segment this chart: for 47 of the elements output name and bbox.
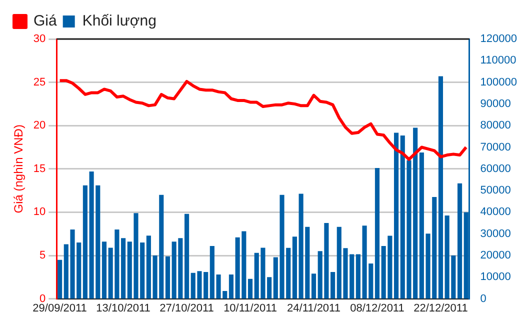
- bar: [292, 236, 297, 299]
- bar: [58, 260, 62, 299]
- y2-tick-label: 50000: [480, 184, 511, 197]
- x-tick-label: 13/10/2011: [96, 302, 150, 314]
- y2-tick-label: 80000: [480, 120, 511, 132]
- y-tick-label: 0: [40, 292, 46, 305]
- y2-tick-label: 60000: [480, 162, 511, 175]
- y2-tick-label: 10000: [480, 271, 511, 284]
- bar: [82, 185, 88, 299]
- y2-tick-label: 20000: [480, 250, 511, 262]
- y-tick-label: 20: [33, 120, 46, 132]
- y-tick-label: 25: [33, 76, 46, 88]
- x-tick-label: 29/09/2011: [32, 302, 87, 314]
- x-tick-label: 22/12/2011: [414, 302, 468, 314]
- bar: [394, 132, 399, 299]
- bar: [311, 274, 316, 299]
- y2-tick-label: 30000: [480, 228, 511, 240]
- legend-label: Khối lượng: [82, 12, 156, 30]
- y2-tick-label: 100000: [480, 76, 518, 88]
- bar: [248, 278, 253, 299]
- x-tick-label: 10/11/2011: [224, 302, 277, 314]
- y-tick-label: 30: [33, 33, 46, 46]
- y-tick-label: 10: [33, 206, 46, 218]
- bar: [121, 238, 126, 299]
- y2-tick-label: 0: [480, 292, 486, 305]
- y-tick-label: 15: [33, 162, 46, 175]
- y2-tick-label: 90000: [480, 98, 511, 110]
- y-tick-label: 5: [40, 250, 46, 262]
- bar: [228, 274, 234, 299]
- x-tick-label: 27/10/2011: [160, 302, 214, 314]
- bar: [165, 256, 170, 299]
- bar: [374, 168, 380, 299]
- legend-label: Giá: [34, 12, 58, 30]
- y2-tick-label: 70000: [480, 141, 511, 154]
- bar: [184, 214, 190, 299]
- bar: [356, 254, 360, 299]
- bar: [146, 236, 151, 299]
- x-tick-label: 24/11/2011: [287, 302, 340, 314]
- y2-tick-label: 40000: [480, 206, 511, 218]
- y2-tick-label: 110000: [480, 54, 516, 67]
- x-tick-label: 08/12/2011: [350, 302, 404, 314]
- bar: [330, 272, 336, 299]
- y2-tick-label: 120000: [480, 33, 518, 46]
- bar: [457, 183, 462, 299]
- bar: [102, 242, 107, 299]
- bar: [438, 76, 444, 299]
- y-axis-title: Giá (nghìn VNĐ): [12, 124, 26, 214]
